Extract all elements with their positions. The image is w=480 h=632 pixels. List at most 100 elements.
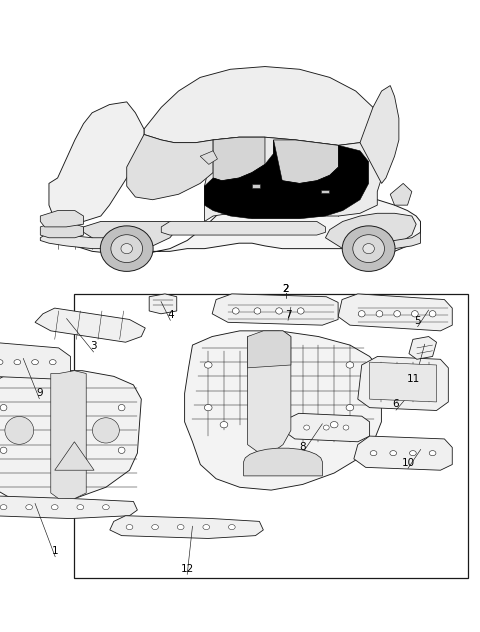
- Polygon shape: [204, 140, 369, 219]
- Ellipse shape: [429, 451, 436, 456]
- Polygon shape: [40, 224, 84, 238]
- Ellipse shape: [346, 404, 354, 411]
- Ellipse shape: [370, 451, 377, 456]
- Ellipse shape: [304, 425, 310, 430]
- Ellipse shape: [118, 404, 125, 411]
- Polygon shape: [144, 66, 382, 145]
- Text: 3: 3: [90, 341, 97, 351]
- Polygon shape: [244, 448, 323, 476]
- Bar: [74, 294, 468, 578]
- Polygon shape: [248, 331, 291, 368]
- Ellipse shape: [51, 504, 58, 509]
- Ellipse shape: [118, 447, 125, 454]
- Polygon shape: [274, 140, 338, 183]
- Ellipse shape: [121, 243, 132, 253]
- Ellipse shape: [297, 308, 304, 314]
- Text: 5: 5: [414, 316, 421, 326]
- Ellipse shape: [429, 310, 436, 317]
- Ellipse shape: [342, 226, 395, 271]
- Ellipse shape: [228, 525, 235, 530]
- Polygon shape: [185, 331, 382, 490]
- Polygon shape: [0, 370, 141, 502]
- Ellipse shape: [5, 416, 34, 444]
- Polygon shape: [325, 213, 416, 252]
- Ellipse shape: [14, 360, 21, 365]
- Ellipse shape: [26, 504, 33, 509]
- Polygon shape: [283, 413, 370, 442]
- Polygon shape: [84, 221, 179, 248]
- Bar: [252, 185, 260, 188]
- Polygon shape: [127, 135, 213, 200]
- Polygon shape: [358, 356, 448, 411]
- Ellipse shape: [103, 504, 109, 509]
- Text: 11: 11: [407, 374, 420, 384]
- Polygon shape: [409, 336, 436, 359]
- Ellipse shape: [0, 447, 7, 454]
- Text: 7: 7: [285, 310, 291, 320]
- Polygon shape: [49, 191, 420, 254]
- Polygon shape: [360, 85, 399, 183]
- Ellipse shape: [343, 425, 349, 430]
- Polygon shape: [354, 436, 452, 470]
- Ellipse shape: [0, 404, 7, 411]
- Polygon shape: [204, 137, 382, 221]
- Polygon shape: [213, 137, 265, 181]
- Polygon shape: [149, 294, 177, 313]
- Ellipse shape: [77, 504, 84, 509]
- Bar: [321, 190, 329, 193]
- Polygon shape: [248, 331, 291, 453]
- Ellipse shape: [93, 418, 120, 443]
- Ellipse shape: [254, 308, 261, 314]
- Ellipse shape: [100, 226, 153, 271]
- Ellipse shape: [330, 422, 338, 428]
- Text: 4: 4: [167, 310, 174, 320]
- Ellipse shape: [324, 425, 329, 430]
- Ellipse shape: [394, 310, 400, 317]
- Ellipse shape: [203, 525, 210, 530]
- Ellipse shape: [204, 404, 212, 411]
- Text: 6: 6: [393, 399, 399, 410]
- Polygon shape: [370, 362, 436, 402]
- Ellipse shape: [49, 360, 56, 365]
- Ellipse shape: [346, 362, 354, 368]
- Ellipse shape: [409, 451, 416, 456]
- Text: 12: 12: [180, 564, 194, 574]
- Ellipse shape: [0, 504, 7, 509]
- Ellipse shape: [111, 234, 143, 262]
- Polygon shape: [390, 183, 412, 205]
- Ellipse shape: [126, 525, 133, 530]
- Polygon shape: [200, 151, 217, 164]
- Ellipse shape: [152, 525, 158, 530]
- Polygon shape: [35, 308, 145, 343]
- Polygon shape: [40, 233, 135, 248]
- Polygon shape: [49, 102, 144, 221]
- Ellipse shape: [390, 451, 396, 456]
- Polygon shape: [212, 294, 338, 325]
- Text: 1: 1: [52, 546, 59, 556]
- Ellipse shape: [32, 360, 38, 365]
- Text: 2: 2: [282, 284, 289, 294]
- Ellipse shape: [204, 362, 212, 368]
- Polygon shape: [55, 442, 94, 470]
- Ellipse shape: [232, 308, 239, 314]
- Ellipse shape: [359, 310, 365, 317]
- Polygon shape: [0, 343, 71, 379]
- Polygon shape: [110, 516, 264, 538]
- Ellipse shape: [376, 310, 383, 317]
- Polygon shape: [377, 233, 420, 248]
- Text: 2: 2: [282, 284, 289, 294]
- Polygon shape: [51, 370, 86, 499]
- Polygon shape: [0, 495, 137, 518]
- Ellipse shape: [363, 243, 374, 253]
- Ellipse shape: [276, 308, 282, 314]
- Ellipse shape: [411, 310, 418, 317]
- Ellipse shape: [353, 234, 384, 262]
- Polygon shape: [161, 221, 325, 235]
- Ellipse shape: [177, 525, 184, 530]
- Text: 10: 10: [401, 458, 415, 468]
- Ellipse shape: [0, 360, 3, 365]
- Text: 8: 8: [299, 442, 306, 453]
- Text: 9: 9: [36, 388, 43, 398]
- Ellipse shape: [220, 422, 228, 428]
- Polygon shape: [40, 210, 84, 227]
